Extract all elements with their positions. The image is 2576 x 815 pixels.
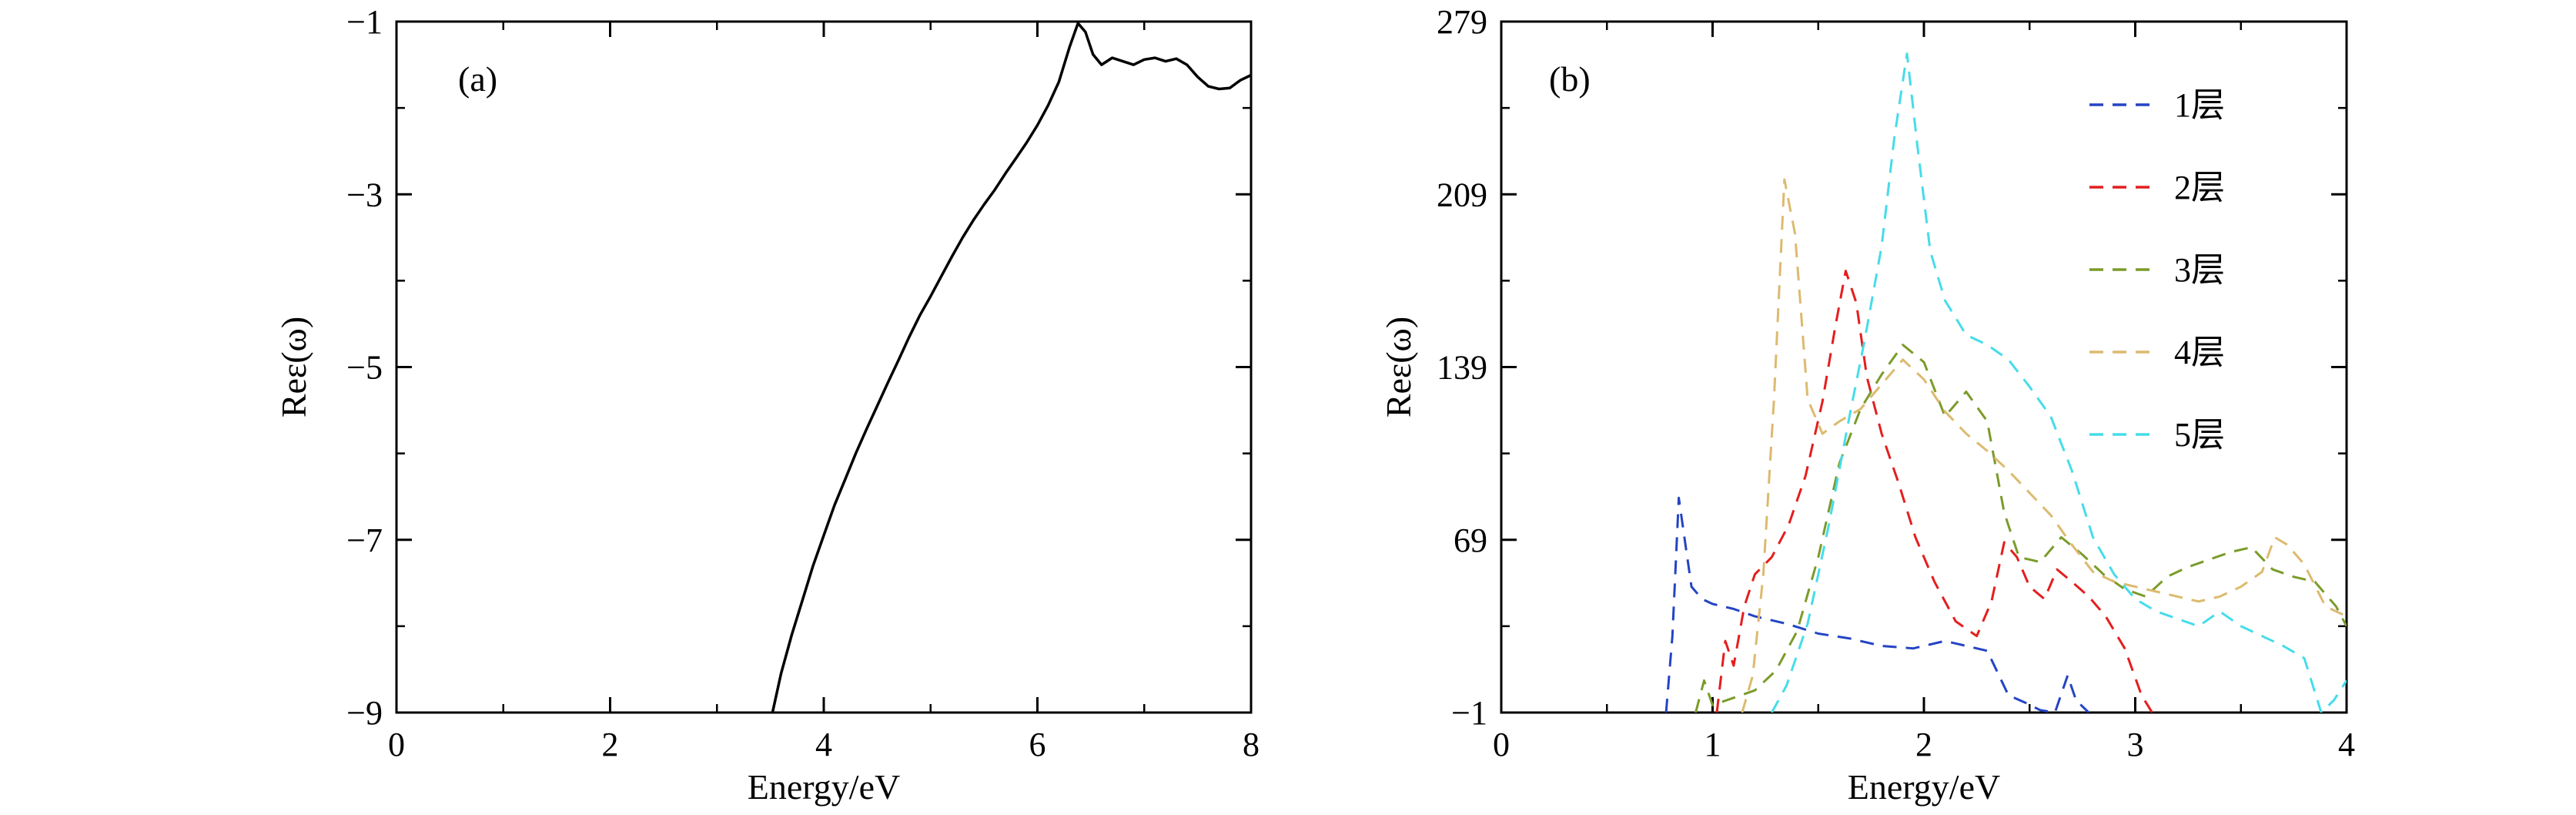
panel-label: (a): [458, 59, 497, 99]
series-1层: [1664, 496, 2090, 713]
x-tick-label: 8: [1243, 726, 1260, 763]
y-tick-label: −9: [346, 694, 383, 732]
x-tick-label: 6: [1029, 726, 1046, 763]
x-axis-title: Energy/eV: [1848, 767, 2000, 807]
legend-label: 2层: [2174, 169, 2225, 206]
y-tick-label: 279: [1437, 3, 1487, 41]
series-5层: [1771, 52, 2347, 713]
y-tick-label: 209: [1437, 176, 1487, 213]
x-tick-label: 1: [1705, 726, 1721, 763]
legend-label: 5层: [2174, 416, 2225, 454]
axes-frame: [395, 20, 1253, 714]
x-tick-label: 3: [2127, 726, 2144, 763]
y-tick-label: −3: [346, 176, 383, 213]
panel-b: 0 1 2 3 4 −1 69 139 209 279 Energy/eV Reε(ω) (b) 1层 2层…: [1379, 3, 2355, 807]
panel-label: (b): [1549, 59, 1591, 99]
series-2层: [1715, 270, 2153, 713]
legend-label: 3层: [2174, 251, 2225, 289]
x-tick-label: 2: [1915, 726, 1932, 763]
series-3层: [1694, 344, 2347, 713]
y-tick-label: 69: [1454, 522, 1487, 559]
y-tick-label: −1: [1451, 694, 1487, 732]
legend-label: 1层: [2174, 86, 2225, 124]
x-tick-label: 4: [2338, 726, 2355, 763]
x-tick-label: 2: [602, 726, 619, 763]
x-tick-label: 0: [1493, 726, 1510, 763]
y-tick-label: 139: [1437, 349, 1487, 387]
x-tick-label: 0: [388, 726, 405, 763]
y-axis-title: Reε(ω): [274, 317, 313, 418]
series-4层: [1741, 178, 2347, 713]
y-tick-label: −1: [346, 3, 383, 41]
legend-label: 4层: [2174, 334, 2225, 371]
x-tick-label: 4: [815, 726, 832, 763]
series-Reε(ω): [771, 22, 1251, 713]
panel-a: 0 2 4 6 8 −1 −3 −5 −7 −9 Energy/eV Reε(ω) (a): [274, 3, 1260, 807]
y-axis-title: Reε(ω): [1379, 317, 1418, 418]
x-axis-title: Energy/eV: [748, 767, 900, 807]
legend: 1层 2层 3层 4层 5层: [2089, 86, 2225, 454]
y-tick-label: −5: [346, 349, 383, 387]
y-tick-label: −7: [346, 522, 383, 559]
